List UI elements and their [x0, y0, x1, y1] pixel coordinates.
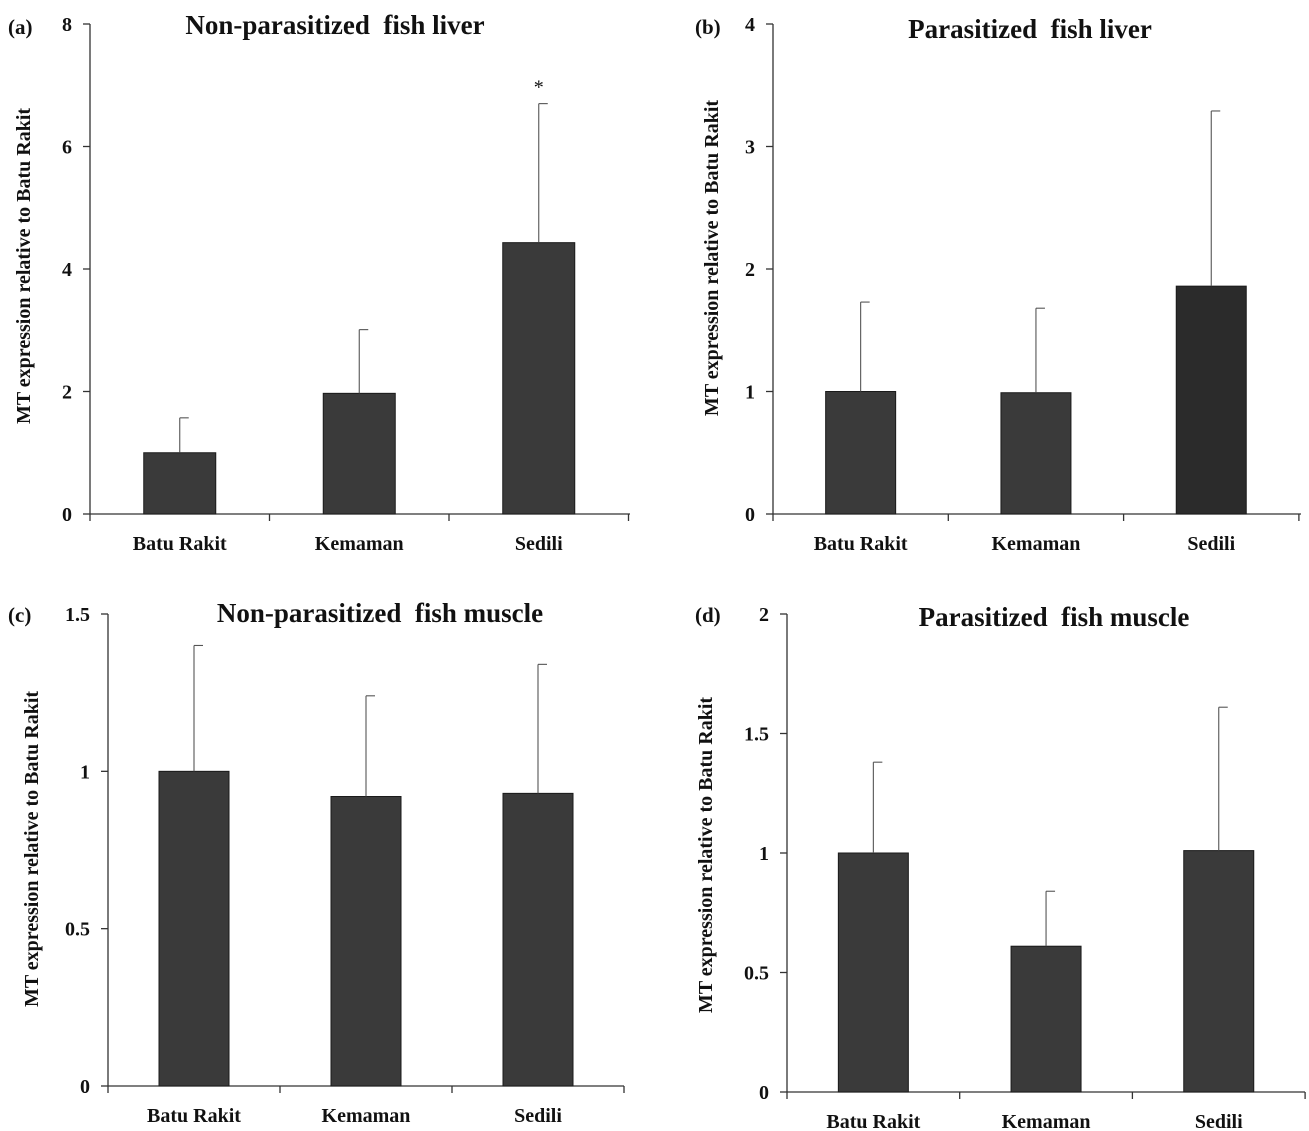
y-tick-label: 0: [745, 504, 755, 526]
x-tick-label: Batu Rakit: [133, 533, 227, 555]
bar-sedili: [502, 792, 574, 1087]
y-tick-label: 2: [759, 604, 769, 626]
x-tick-label: Kemaman: [992, 533, 1081, 555]
chart-panel-a: (a) Non-parasitized fish liver MT expressi…: [8, 10, 630, 555]
significance-annotation: *: [534, 77, 544, 99]
bar-sedili: [502, 242, 576, 515]
x-tick-label: Batu Rakit: [826, 1111, 920, 1131]
x-tick-label: Sedili: [515, 533, 563, 555]
chart-title: Non-parasitized fish liver: [185, 10, 484, 40]
x-tick-label: Sedili: [1195, 1111, 1243, 1131]
y-tick-label: 2: [745, 259, 755, 281]
bar-batu-rakit: [825, 391, 897, 515]
x-tick-label: Sedili: [1187, 533, 1235, 555]
panel-label: (b): [695, 15, 721, 39]
y-tick-label: 0.5: [65, 919, 90, 941]
bar-kemaman: [322, 392, 396, 515]
bar-kemaman: [1000, 392, 1072, 515]
bar-sedili: [1175, 285, 1247, 515]
chart-title: Non-parasitized fish muscle: [217, 598, 543, 628]
bar-sedili: [1183, 850, 1255, 1093]
bar-batu-rakit: [143, 452, 217, 515]
y-tick-label: 4: [745, 14, 755, 36]
bar-kemaman: [330, 796, 402, 1087]
y-axis-label: MT expression relative to Batu Rakit: [21, 691, 43, 1007]
y-tick-label: 4: [62, 259, 72, 281]
y-tick-label: 1: [745, 382, 755, 404]
panel-label: (c): [8, 603, 31, 627]
y-tick-label: 3: [745, 137, 755, 159]
y-tick-label: 0: [80, 1076, 90, 1098]
x-tick-label: Batu Rakit: [147, 1105, 241, 1127]
y-tick-label: 2: [62, 382, 72, 404]
y-tick-label: 1.5: [744, 724, 769, 746]
chart-title: Parasitized fish muscle: [919, 602, 1190, 632]
x-tick-label: Batu Rakit: [814, 533, 908, 555]
y-axis-label: MT expression relative to Batu Rakit: [695, 697, 717, 1013]
x-tick-label: Kemaman: [322, 1105, 411, 1127]
y-axis-label: MT expression relative to Batu Rakit: [13, 108, 35, 424]
chart-panel-d: (d) Parasitized fish muscle MT expression …: [695, 602, 1306, 1131]
y-tick-label: 8: [62, 14, 72, 36]
panel-label: (a): [8, 15, 33, 39]
bar-batu-rakit: [158, 770, 230, 1087]
bar-kemaman: [1010, 945, 1082, 1093]
panel-label: (d): [695, 603, 721, 627]
bar-batu-rakit: [837, 852, 909, 1093]
y-tick-label: 1: [759, 843, 769, 865]
x-tick-label: Kemaman: [315, 533, 404, 555]
y-tick-label: 1.5: [65, 604, 90, 626]
y-tick-label: 6: [62, 137, 72, 159]
y-tick-label: 1: [80, 761, 90, 783]
y-axis-label: MT expression relative to Batu Rakit: [701, 100, 723, 416]
chart-panel-b: (b) Parasitized fish liver MT expression r…: [695, 14, 1301, 555]
y-tick-label: 0.5: [744, 963, 769, 985]
chart-panel-c: (c) Non-parasitized fish muscle MT express…: [8, 598, 625, 1127]
x-tick-label: Kemaman: [1002, 1111, 1091, 1131]
y-tick-label: 0: [62, 504, 72, 526]
y-tick-label: 0: [759, 1082, 769, 1104]
chart-title: Parasitized fish liver: [908, 14, 1152, 44]
x-tick-label: Sedili: [514, 1105, 562, 1127]
